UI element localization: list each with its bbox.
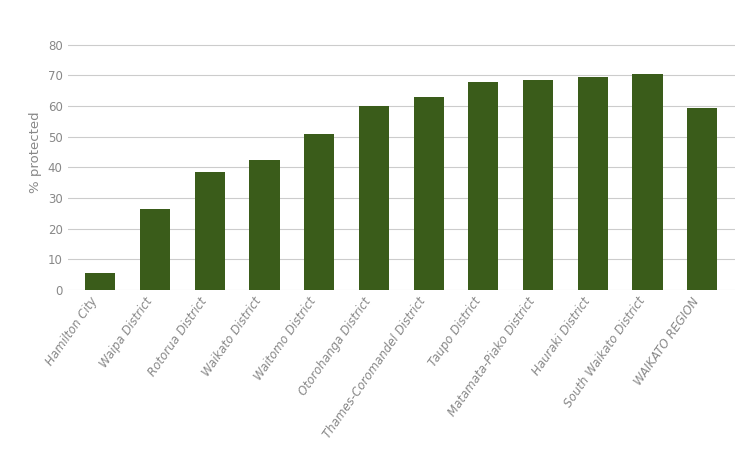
Bar [468,81,498,290]
Bar [687,108,717,290]
Y-axis label: % protected: % protected [29,111,42,193]
Bar [578,77,608,290]
Bar [413,97,444,290]
Bar [632,74,662,290]
Bar [304,134,334,290]
Bar [358,106,389,290]
Bar [250,160,280,290]
Bar [140,209,170,290]
Bar [523,80,553,290]
Bar [195,172,225,290]
Bar [86,273,116,290]
